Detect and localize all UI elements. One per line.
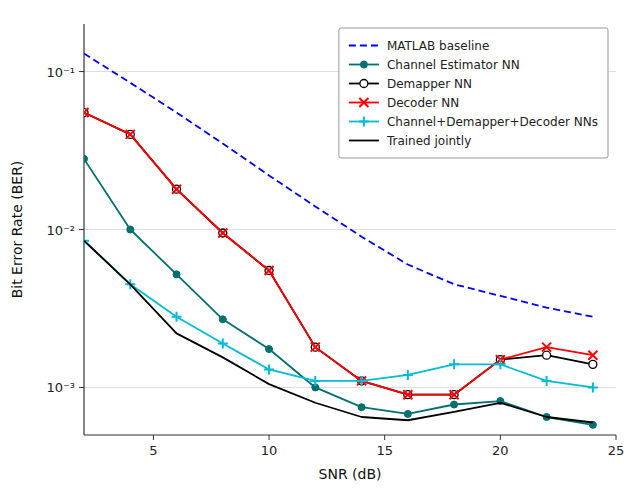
x-axis-label: SNR (dB) <box>319 466 382 482</box>
marker-circle <box>358 404 365 411</box>
legend-swatch <box>349 140 379 142</box>
marker-open-circle <box>126 130 134 138</box>
x-tick <box>153 435 154 440</box>
marker-circle <box>451 401 458 408</box>
marker-plus <box>403 370 413 380</box>
marker-circle <box>404 410 411 417</box>
x-tick-label: 20 <box>492 443 509 458</box>
y-tick <box>79 71 84 72</box>
marker-plus <box>588 382 598 392</box>
marker-plus <box>264 364 274 374</box>
marker-x <box>265 266 274 275</box>
axes: 5 10 15 20 25 10⁻³ 10⁻² 10⁻¹ <box>46 24 624 458</box>
legend-marker <box>360 61 367 68</box>
marker-open-circle <box>311 343 319 351</box>
marker-open-circle <box>219 229 227 237</box>
marker-circle <box>173 271 180 278</box>
x-tick-label: 10 <box>261 443 278 458</box>
marker-plus <box>542 376 552 386</box>
y-tick <box>79 229 84 230</box>
legend-marker <box>360 80 368 88</box>
marker-plus <box>218 338 228 348</box>
marker-x <box>126 130 135 139</box>
x-tick-label: 25 <box>608 443 625 458</box>
y-tick-label: 10⁻² <box>46 223 75 238</box>
legend-label: MATLAB baseline <box>387 39 489 53</box>
marker-x <box>450 390 459 399</box>
marker-x <box>311 343 320 352</box>
legend-label: Trained jointly <box>386 134 471 148</box>
marker-open-circle <box>543 351 551 359</box>
x-tick <box>269 435 270 440</box>
marker-plus <box>172 312 182 322</box>
marker-x <box>172 185 181 194</box>
marker-open-circle <box>265 267 273 275</box>
x-tick <box>500 435 501 440</box>
series <box>84 236 598 393</box>
chart: 5 10 15 20 25 10⁻³ 10⁻² 10⁻¹ SNR (dB) Bit Error R… <box>0 0 640 495</box>
legend-label: Decoder NN <box>387 96 459 110</box>
marker-circle <box>219 316 226 323</box>
series <box>84 241 593 423</box>
y-tick <box>79 387 84 388</box>
y-tick-label: 10⁻³ <box>46 380 75 395</box>
chart-container: 5 10 15 20 25 10⁻³ 10⁻² 10⁻¹ SNR (dB) Bit Error R… <box>0 0 640 495</box>
x-tick-label: 15 <box>376 443 393 458</box>
marker-open-circle <box>358 377 366 385</box>
marker-plus <box>310 376 320 386</box>
series-line <box>84 159 593 425</box>
marker-circle <box>266 346 273 353</box>
y-tick-label: 10⁻¹ <box>46 65 75 80</box>
x-tick <box>384 435 385 440</box>
marker-x <box>218 229 227 238</box>
x-tick-label: 5 <box>149 443 157 458</box>
marker-plus <box>495 359 505 369</box>
marker-x <box>403 390 412 399</box>
legend-swatch <box>349 45 379 47</box>
marker-x <box>588 351 597 360</box>
x-axis-line <box>84 434 616 435</box>
marker-circle <box>84 155 88 162</box>
marker-x <box>84 108 89 117</box>
marker-plus <box>449 359 459 369</box>
marker-open-circle <box>589 360 597 368</box>
legend-label: Demapper NN <box>387 77 472 91</box>
series-line <box>84 241 593 423</box>
marker-x <box>357 376 366 385</box>
series-line <box>84 241 593 388</box>
grid-line <box>84 387 616 388</box>
series <box>84 155 596 428</box>
y-axis-label: Bit Error Rate (BER) <box>9 161 25 299</box>
legend-marker <box>359 98 368 107</box>
marker-circle <box>127 226 134 233</box>
marker-x <box>542 343 551 352</box>
legend: MATLAB baseline Channel Estimator NN Demap… <box>339 28 608 158</box>
legend-label: Channel Estimator NN <box>387 58 520 72</box>
marker-open-circle <box>173 185 181 193</box>
legend-box <box>339 28 608 158</box>
legend-marker <box>359 117 369 127</box>
legend-label: Channel+Demapper+Decoder NNs <box>387 115 598 129</box>
x-tick <box>616 435 617 440</box>
marker-plus <box>357 376 367 386</box>
